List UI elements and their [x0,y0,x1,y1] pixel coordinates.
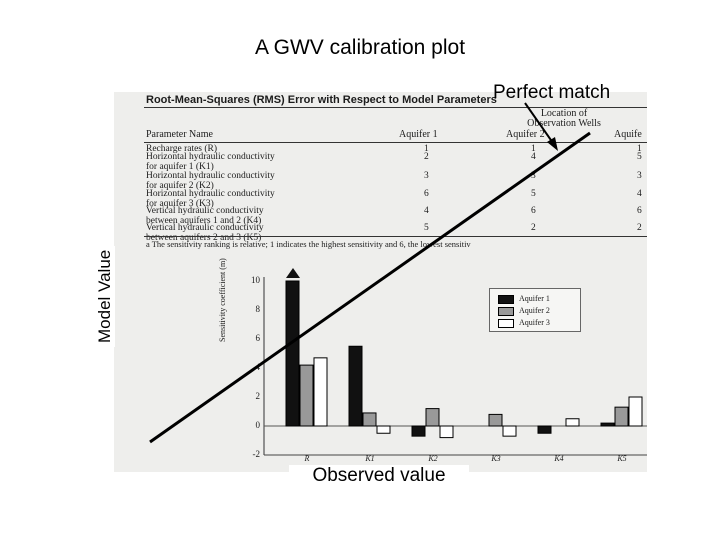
table-cell: 5 [637,152,642,162]
table-cell: 5 [424,223,429,233]
table-cell: 6 [531,206,536,216]
table-row-name-line: Vertical hydraulic conductivity [146,223,264,233]
chart-y-tick-label: 8 [255,304,261,314]
col-header-aquifer-1: Aquifer 1 [399,129,438,140]
col-header-aquifer-2: Aquifer 2 [506,129,545,140]
table-row-name-line: for aquifer 2 (K2) [146,181,214,191]
bar-K1-aquifer-1 [348,345,363,427]
table-row-name-line: between aquifers 2 and 3 (K5) [146,233,262,243]
arrow-head [547,137,558,151]
table-row-name-line: for aquifer 3 (K3) [146,199,214,209]
legend-item: Aquifer 1 [498,294,550,304]
table-row-name: Vertical hydraulic conductivity between … [146,206,264,226]
bar-K5-aquifer-1 [600,422,615,427]
chart-y-tick-label: 10 [251,275,260,285]
table-cell: 4 [424,206,429,216]
table-row-name-line: Vertical hydraulic conductivity [146,206,264,216]
bar-K5-aquifer-3 [628,396,643,427]
chart-x-tick-label: K2 [428,454,438,463]
table-row-name: Recharge rates (R) [146,144,217,154]
location-header: Location of Observation Wells [514,109,614,129]
bar-K2-aquifer-3 [439,425,454,439]
table-caption: Root-Mean-Squares (RMS) Error with Respe… [146,94,497,106]
table-row-name-line: Horizontal hydraulic conductivity [146,171,275,181]
y-axis-label: Model Value [95,245,115,347]
table-row-name-line: Recharge rates (R) [146,144,218,154]
table-footnote: a The sensitivity ranking is relative; 1… [146,239,471,249]
x-axis-label: Observed value [289,465,469,487]
table-cell: 4 [531,152,536,162]
table-row-name-line: Horizontal hydraulic conductivity [146,152,275,162]
table-cell: 1 [424,144,429,154]
table-rule-top [144,107,647,108]
location-header-line: Observation Wells [527,118,601,129]
table-cell: 3 [637,171,642,181]
bar-K5-aquifer-2 [614,406,629,427]
bar-K1-aquifer-3 [376,425,391,434]
table-cell: 2 [424,152,429,162]
table-cell: 3 [531,171,536,181]
table-row-name: Horizontal hydraulic conductivity for aq… [146,189,275,209]
perfect-match-line [149,131,591,444]
table-cell: 6 [424,189,429,199]
perfect-match-arrow [524,102,554,144]
table-cell: 2 [637,223,642,233]
chart-x-tick-label: K3 [491,454,501,463]
bar-R-aquifer-3 [313,357,328,427]
chart-y-tick-label: 2 [255,391,261,401]
table-row-name-line: between aquifers 1 and 2 (K4) [146,216,262,226]
bar-K2-aquifer-2 [425,408,440,427]
bar-K2-aquifer-1 [411,425,426,437]
chart-x-tick-label: K5 [617,454,627,463]
bar-K4-aquifer-1 [537,425,552,434]
chart-x-tick-label: K1 [365,454,375,463]
bar-R-aquifer-2 [299,364,314,427]
chart-x-tick-label: R [304,454,310,463]
bar-K3-aquifer-3 [502,425,517,437]
bar-K1-aquifer-2 [362,412,377,427]
col-header-aquifer-3: Aquife [614,129,642,140]
table-cell: 5 [531,189,536,199]
table-cell: 1 [531,144,536,154]
legend-item: Aquifer 3 [498,318,550,328]
chart-y-tick-label: 6 [255,333,261,343]
table-cell: 1 [637,144,642,154]
bar-clip-arrow-icon [286,268,300,278]
table-cell: 6 [637,206,642,216]
table-row-name: Horizontal hydraulic conductivity for aq… [146,171,275,191]
table-cell: 4 [637,189,642,199]
perfect-match-label: Perfect match [493,82,611,103]
col-header-parameter: Parameter Name [146,129,213,140]
scanned-figure: Root-Mean-Squares (RMS) Error with Respe… [114,92,647,472]
table-row-name: Vertical hydraulic conductivity between … [146,223,264,243]
bar-K4-aquifer-3 [565,418,580,427]
chart-x-tick-label: K4 [554,454,564,463]
table-row-name-line: Horizontal hydraulic conductivity [146,189,275,199]
chart-y-tick-label: -2 [252,449,261,459]
legend-item: Aquifer 2 [498,306,550,316]
chart-y-tick-label: 0 [255,420,261,430]
table-row-name-line: for aquifer 1 (K1) [146,162,214,172]
location-header-line: Location of [540,108,588,119]
table-cell: 3 [424,171,429,181]
table-row-name: Horizontal hydraulic conductivity for aq… [146,152,275,172]
table-cell: 2 [531,223,536,233]
sensitivity-bar-chart [263,268,647,456]
bar-K3-aquifer-2 [488,413,503,427]
table-rule-header [144,142,647,143]
slide-title: A GWV calibration plot [254,36,466,59]
chart-legend: Aquifer 1 Aquifer 2 Aquifer 3 [489,288,581,332]
bar-R-aquifer-1 [285,280,300,427]
table-rule-bottom [144,236,647,237]
